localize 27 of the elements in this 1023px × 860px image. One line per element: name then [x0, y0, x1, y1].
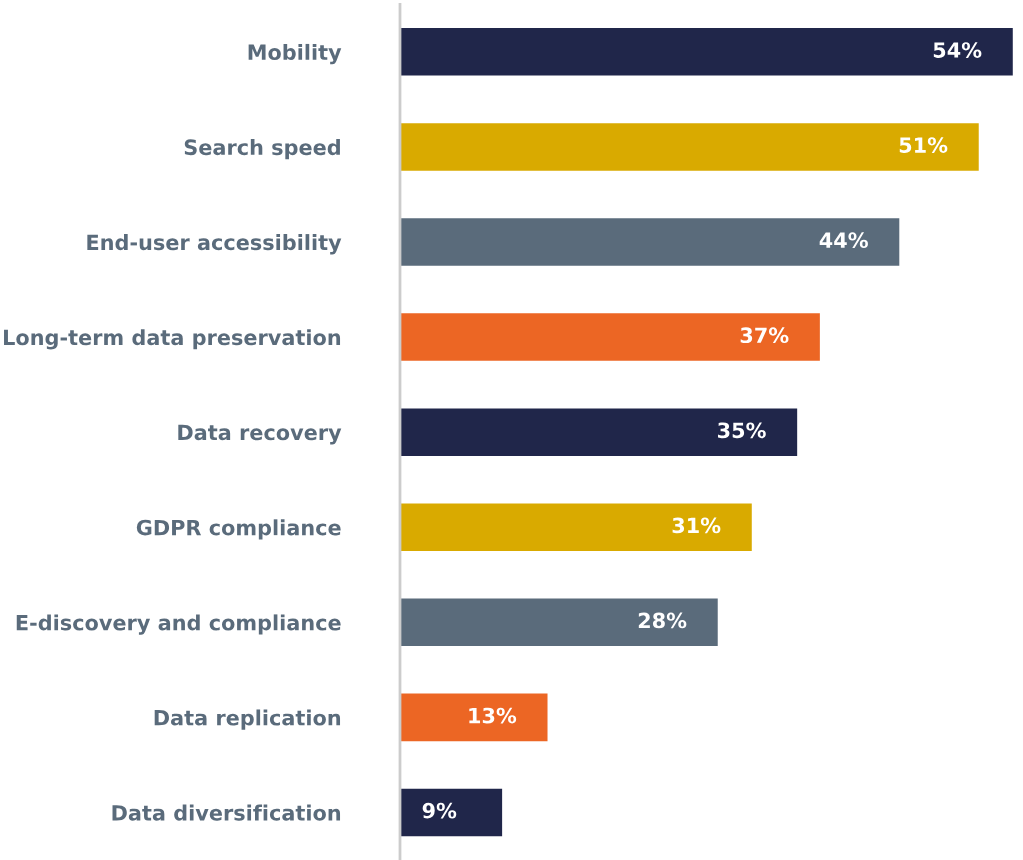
y-tick-label: Long-term data preservation — [4, 329, 341, 350]
bar — [399, 408, 798, 456]
y-tick-label: Mobility — [248, 43, 342, 65]
y-tick-label: Data diversification — [112, 804, 341, 821]
y-tick-label: GDPR compliance — [136, 519, 341, 540]
y-tick-label: Data recovery — [178, 424, 342, 445]
y-tick-label: E-discovery and compliance — [16, 614, 341, 635]
bar — [399, 123, 979, 171]
bar — [399, 788, 503, 837]
y-tick-label: End-user accessibility — [87, 234, 342, 255]
data-label: 13% — [469, 707, 517, 724]
bar — [399, 503, 752, 551]
data-label: 44% — [819, 232, 868, 249]
bar — [399, 313, 820, 361]
data-label: 54% — [933, 42, 982, 58]
bar — [399, 598, 718, 647]
y-tick-label: Search speed — [184, 139, 340, 160]
data-label: 35% — [718, 422, 766, 439]
y-tick-label: Data replication — [154, 709, 341, 730]
bar — [399, 693, 548, 742]
data-label: 51% — [899, 137, 948, 153]
data-label: 28% — [638, 612, 687, 629]
data-label: 9% — [422, 802, 457, 819]
data-label: 37% — [740, 327, 789, 344]
bar — [399, 28, 1013, 76]
data-label: 31% — [672, 517, 721, 534]
bar — [399, 218, 900, 266]
